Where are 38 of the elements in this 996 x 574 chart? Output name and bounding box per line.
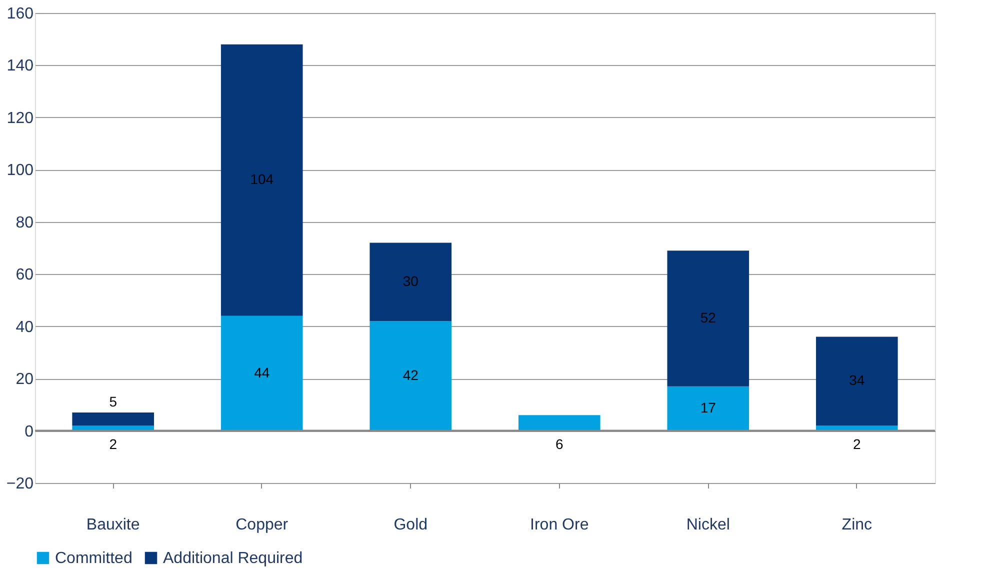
data-label: 30 [402,272,419,289]
x-tick-label: Iron Ore [530,516,589,534]
bar [667,250,750,386]
bar [220,316,303,431]
y-tick-label: 0 [24,423,34,440]
y-tick-label: 140 [6,58,34,75]
bar [518,415,600,431]
data-label: 34 [849,372,865,388]
y-tick-label: 20 [16,371,34,388]
y-tick-label: 60 [16,266,34,284]
x-tick-label: Nickel [686,516,730,534]
x-tick-label: Gold [394,516,428,534]
y-tick-label: −20 [6,476,34,492]
data-label: 42 [402,366,419,383]
data-label: 2 [853,436,861,452]
data-label: 2 [109,436,118,452]
y-tick-label: 100 [6,162,34,180]
x-tick-label: Bauxite [86,516,140,534]
x-tick-label: Copper [236,516,289,534]
x-tick-label: Zinc [842,516,872,534]
bar [370,321,452,431]
bar [72,412,154,426]
bar [816,336,898,426]
y-tick-label: 40 [16,318,34,336]
y-tick-label: 120 [6,110,34,127]
legend-label: Committed [55,550,132,567]
bar [220,44,303,316]
bar [370,242,452,322]
data-label: 17 [700,400,716,416]
legend-label: Additional Required [163,550,303,567]
data-label: 44 [254,364,270,380]
bar [667,386,750,431]
y-tick-label: 80 [16,214,34,232]
y-tick-label: 160 [6,6,34,22]
data-label: 52 [700,310,716,326]
data-label: 5 [109,394,118,410]
data-label: 104 [250,171,274,188]
data-label: 6 [555,436,564,452]
